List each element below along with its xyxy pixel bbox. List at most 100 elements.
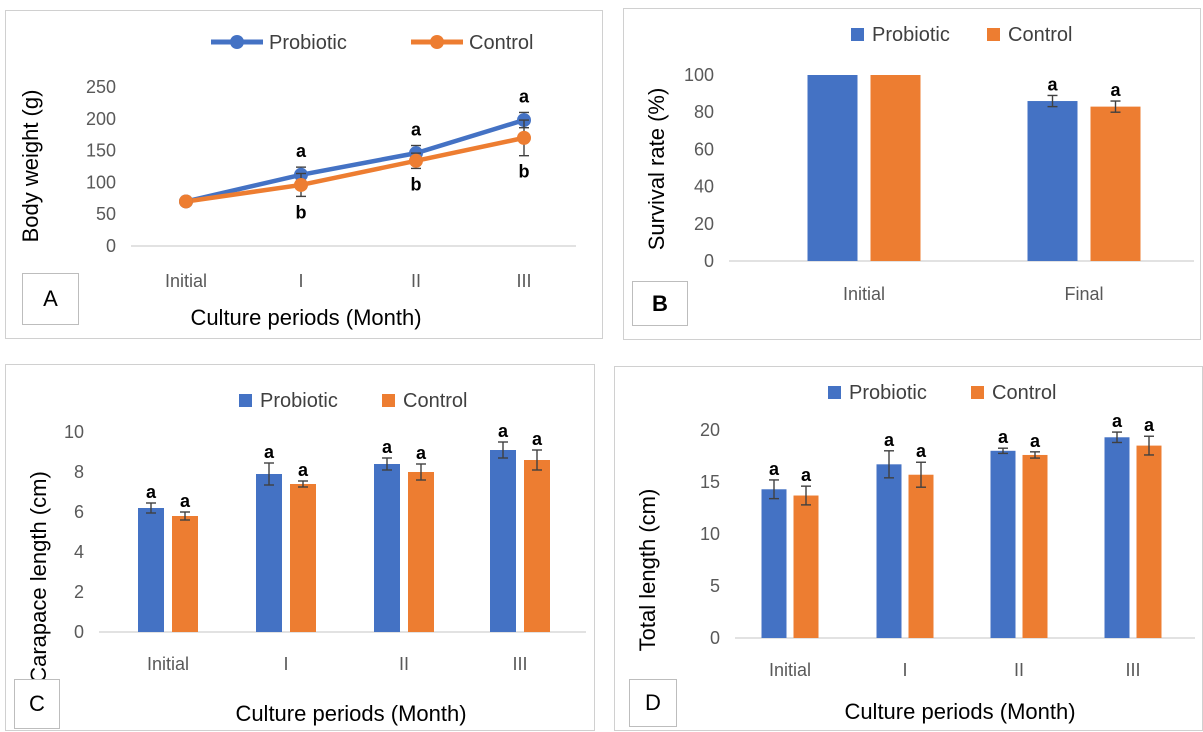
significance-label: a: [884, 430, 895, 450]
significance-label: a: [264, 442, 275, 462]
bar-probiotic: [374, 464, 400, 632]
significance-label: a: [146, 482, 157, 502]
y-tick-label: 2: [74, 582, 84, 602]
y-axis-title: Carapace length (cm): [26, 471, 51, 683]
legend-swatch-control: [971, 386, 984, 399]
x-tick-label: II: [399, 654, 409, 674]
significance-label: a: [1110, 80, 1121, 100]
legend-swatch-probiotic: [239, 394, 252, 407]
y-tick-label: 6: [74, 502, 84, 522]
panel-label-c: C: [14, 679, 60, 729]
significance-label: a: [769, 459, 780, 479]
legend-label-probiotic: Probiotic: [849, 382, 927, 404]
x-tick-label: III: [1125, 660, 1140, 680]
chart-panel-b: 0 20 40 60 80 100 Initial Final Survival rate (%…: [623, 8, 1201, 340]
x-tick-label: III: [516, 271, 531, 291]
legend-label-control: Control: [403, 390, 467, 412]
bar-probiotic: [876, 464, 902, 638]
x-tick-label: I: [283, 654, 288, 674]
bar-control: [870, 75, 921, 261]
y-tick-label: 10: [700, 524, 720, 544]
y-tick-label: 80: [694, 102, 714, 122]
y-tick-label: 8: [74, 462, 84, 482]
y-tick-label: 15: [700, 472, 720, 492]
legend-marker-control: [430, 35, 444, 49]
bar-probiotic: [1104, 437, 1130, 638]
x-tick-label: II: [1014, 660, 1024, 680]
significance-label: a: [416, 443, 427, 463]
y-tick-label: 60: [694, 139, 714, 159]
data-point-control: [179, 194, 193, 209]
significance-label: a: [180, 491, 191, 511]
legend-swatch-probiotic: [828, 386, 841, 399]
bar-probiotic: [490, 450, 516, 632]
y-tick-label: 20: [700, 420, 720, 440]
significance-label: a: [519, 86, 530, 106]
significance-label: a: [1112, 411, 1123, 431]
significance-label: a: [1144, 415, 1155, 435]
bar-control: [524, 460, 550, 632]
y-tick-label: 100: [684, 65, 714, 85]
x-tick-label: Final: [1064, 284, 1103, 304]
significance-label: a: [296, 141, 307, 161]
bar-probiotic: [138, 508, 164, 632]
y-tick-label: 40: [694, 177, 714, 197]
legend-label-control: Control: [1008, 24, 1072, 46]
bar-probiotic: [807, 75, 858, 261]
legend-swatch-probiotic: [851, 28, 864, 41]
series-line-control: [185, 135, 525, 204]
y-tick-label: 4: [74, 542, 84, 562]
significance-label: a: [532, 429, 543, 449]
y-tick-label: 200: [86, 109, 116, 129]
y-tick-label: 10: [64, 422, 84, 442]
bar-probiotic: [990, 450, 1016, 638]
data-point-control: [409, 153, 423, 168]
y-tick-label: 20: [694, 214, 714, 234]
x-tick-label: III: [512, 654, 527, 674]
y-axis-title: Body weight (g): [18, 90, 43, 243]
y-tick-label: 5: [710, 576, 720, 596]
y-tick-label: 0: [74, 622, 84, 642]
chart-panel-c: 0 2 4 6 8 10 Initial I II III Carapace length (cm)…: [5, 364, 595, 731]
significance-label: a: [382, 437, 393, 457]
legend-label-probiotic: Probiotic: [269, 32, 347, 54]
x-tick-label: Initial: [843, 284, 885, 304]
panel-label-d: D: [629, 679, 677, 727]
legend-swatch-control: [987, 28, 1000, 41]
panel-label-b: B: [632, 281, 688, 326]
bar-control: [290, 484, 316, 632]
x-axis-title: Culture periods (Month): [235, 701, 466, 726]
bar-control: [1136, 445, 1162, 638]
bar-control: [172, 516, 198, 632]
y-tick-label: 250: [86, 77, 116, 97]
panel-label-a: A: [22, 273, 79, 325]
significance-label: a: [916, 441, 927, 461]
bar-control: [408, 472, 434, 632]
legend-swatch-control: [382, 394, 395, 407]
significance-label: a: [801, 465, 812, 485]
legend-marker-probiotic: [230, 35, 244, 49]
significance-label: b: [519, 162, 530, 182]
chart-panel-a: 0 50 100 150 200 250 Initial I II III Body weight …: [5, 10, 603, 339]
legend-label-probiotic: Probiotic: [260, 390, 338, 412]
legend-label-control: Control: [992, 382, 1056, 404]
data-point-control: [294, 177, 308, 192]
y-axis-title: Total length (cm): [635, 489, 660, 652]
bar-probiotic: [761, 489, 787, 638]
y-tick-label: 0: [704, 251, 714, 271]
bar-control: [1090, 106, 1141, 262]
y-tick-label: 0: [710, 628, 720, 648]
data-point-control: [517, 130, 531, 145]
chart-panel-d: 0 5 10 15 20 Initial I II III Total length (cm) Cu…: [614, 366, 1203, 731]
x-tick-label: I: [298, 271, 303, 291]
legend-label-control: Control: [469, 32, 533, 54]
x-tick-label: Initial: [769, 660, 811, 680]
y-tick-label: 100: [86, 172, 116, 192]
y-tick-label: 50: [96, 204, 116, 224]
significance-label: b: [296, 202, 307, 222]
survival-rate-chart: 0 20 40 60 80 100 Initial Final Survival rate (%…: [644, 24, 1194, 304]
significance-label: a: [411, 120, 422, 140]
significance-label: a: [1047, 74, 1058, 94]
